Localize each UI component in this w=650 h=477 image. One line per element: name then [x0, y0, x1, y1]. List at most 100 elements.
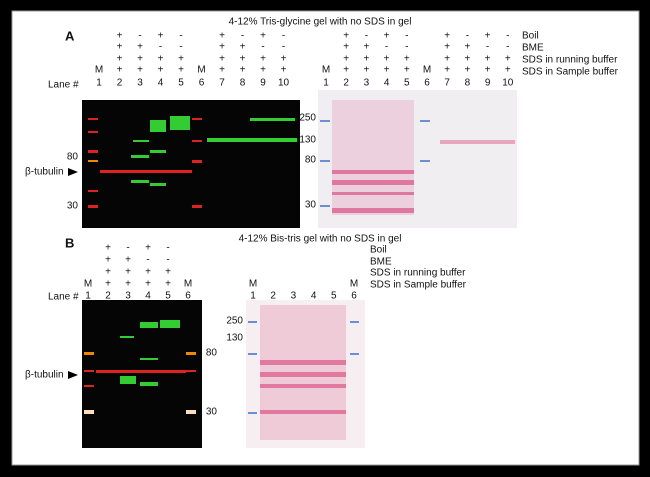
lane-number: 4	[145, 291, 151, 302]
marker-label: 250	[226, 316, 243, 327]
condition-sign: +	[260, 31, 266, 42]
marker-label: 30	[67, 201, 79, 212]
lane-number: 6	[185, 291, 191, 302]
lane-number: 3	[364, 78, 370, 89]
condition-sign: +	[117, 65, 123, 76]
condition-sign: +	[404, 65, 410, 76]
lane-number: 1	[250, 291, 256, 302]
lane-number: 5	[165, 291, 171, 302]
condition-sign: +	[125, 267, 131, 278]
marker-lane: M	[249, 279, 257, 290]
lane-number: 2	[117, 78, 123, 89]
condition-label: BME	[522, 43, 544, 54]
arrow	[68, 168, 78, 176]
lane-number: 1	[323, 78, 329, 89]
condition-sign: +	[178, 54, 184, 65]
condition-sign: +	[158, 65, 164, 76]
lane-number: 4	[158, 78, 164, 89]
lane-number: 9	[260, 78, 266, 89]
lane-number: 6	[199, 78, 205, 89]
condition-sign: +	[137, 65, 143, 76]
marker-label: 30	[305, 200, 317, 211]
lane-number: 9	[485, 78, 491, 89]
condition-sign: +	[444, 31, 450, 42]
panel-title: 4-12% Bis-tris gel with no SDS in gel	[239, 234, 402, 245]
condition-sign: +	[464, 54, 470, 65]
condition-sign: +	[145, 243, 151, 254]
condition-sign: -	[466, 31, 469, 42]
condition-sign: +	[464, 65, 470, 76]
condition-sign: -	[385, 42, 388, 53]
lane-number: 1	[85, 291, 91, 302]
blot-b-ponceau	[246, 300, 365, 448]
lane-number: 2	[270, 291, 276, 302]
condition-sign: +	[117, 31, 123, 42]
condition-sign: +	[384, 31, 390, 42]
condition-sign: +	[105, 243, 111, 254]
condition-sign: +	[444, 54, 450, 65]
panel-label: A	[65, 28, 75, 43]
marker-label: 250	[299, 113, 316, 124]
condition-sign: -	[146, 255, 149, 266]
lane-number: 1	[96, 78, 102, 89]
condition-sign: -	[179, 42, 182, 53]
marker-lane: M	[322, 65, 330, 76]
condition-sign: +	[137, 42, 143, 53]
condition-sign: +	[158, 54, 164, 65]
condition-sign: +	[343, 42, 349, 53]
condition-sign: +	[343, 31, 349, 42]
marker-lane: M	[350, 279, 358, 290]
lane-number: 5	[404, 78, 410, 89]
condition-sign: +	[384, 54, 390, 65]
marker-lane: M	[423, 65, 431, 76]
condition-label: SDS in running buffer	[522, 55, 618, 66]
lane-number: 5	[178, 78, 184, 89]
lane-number: 8	[465, 78, 471, 89]
condition-sign: +	[165, 279, 171, 290]
condition-sign: +	[145, 279, 151, 290]
lane-number: 5	[331, 291, 337, 302]
marker-label: 80	[305, 155, 317, 166]
condition-sign: +	[105, 267, 111, 278]
condition-sign: -	[506, 42, 509, 53]
marker-label: 80	[206, 348, 218, 359]
condition-sign: +	[485, 65, 491, 76]
condition-sign: +	[464, 42, 470, 53]
condition-sign: +	[485, 31, 491, 42]
marker-lane: M	[84, 279, 92, 290]
condition-sign: +	[384, 65, 390, 76]
lane-number: 8	[240, 78, 246, 89]
condition-label: BME	[370, 257, 392, 268]
condition-sign: -	[282, 31, 285, 42]
panel-label: B	[65, 235, 74, 250]
blot-b-fluor	[82, 300, 202, 448]
condition-sign: -	[365, 31, 368, 42]
condition-label: Boil	[522, 31, 539, 42]
condition-sign: +	[240, 42, 246, 53]
condition-label: SDS in Sample buffer	[522, 67, 619, 78]
condition-label: SDS in Sample buffer	[370, 280, 467, 291]
lane-number: 7	[444, 78, 450, 89]
arrow	[68, 371, 78, 379]
condition-sign: +	[363, 54, 369, 65]
condition-sign: +	[158, 31, 164, 42]
condition-sign: +	[343, 54, 349, 65]
condition-sign: +	[219, 65, 225, 76]
condition-sign: +	[105, 255, 111, 266]
lane-number: 4	[311, 291, 317, 302]
lane-label: Lane #	[48, 80, 79, 91]
condition-sign: -	[405, 42, 408, 53]
condition-sign: +	[117, 54, 123, 65]
lane-number: 7	[219, 78, 225, 89]
lane-number: 3	[291, 291, 297, 302]
marker-label: 30	[206, 407, 218, 418]
condition-sign: -	[179, 31, 182, 42]
condition-sign: -	[261, 42, 264, 53]
condition-sign: +	[363, 42, 369, 53]
target-label: β-tubulin	[25, 370, 64, 381]
condition-sign: +	[105, 279, 111, 290]
marker-lane: M	[95, 65, 103, 76]
lane-number: 2	[105, 291, 111, 302]
condition-sign: +	[125, 255, 131, 266]
